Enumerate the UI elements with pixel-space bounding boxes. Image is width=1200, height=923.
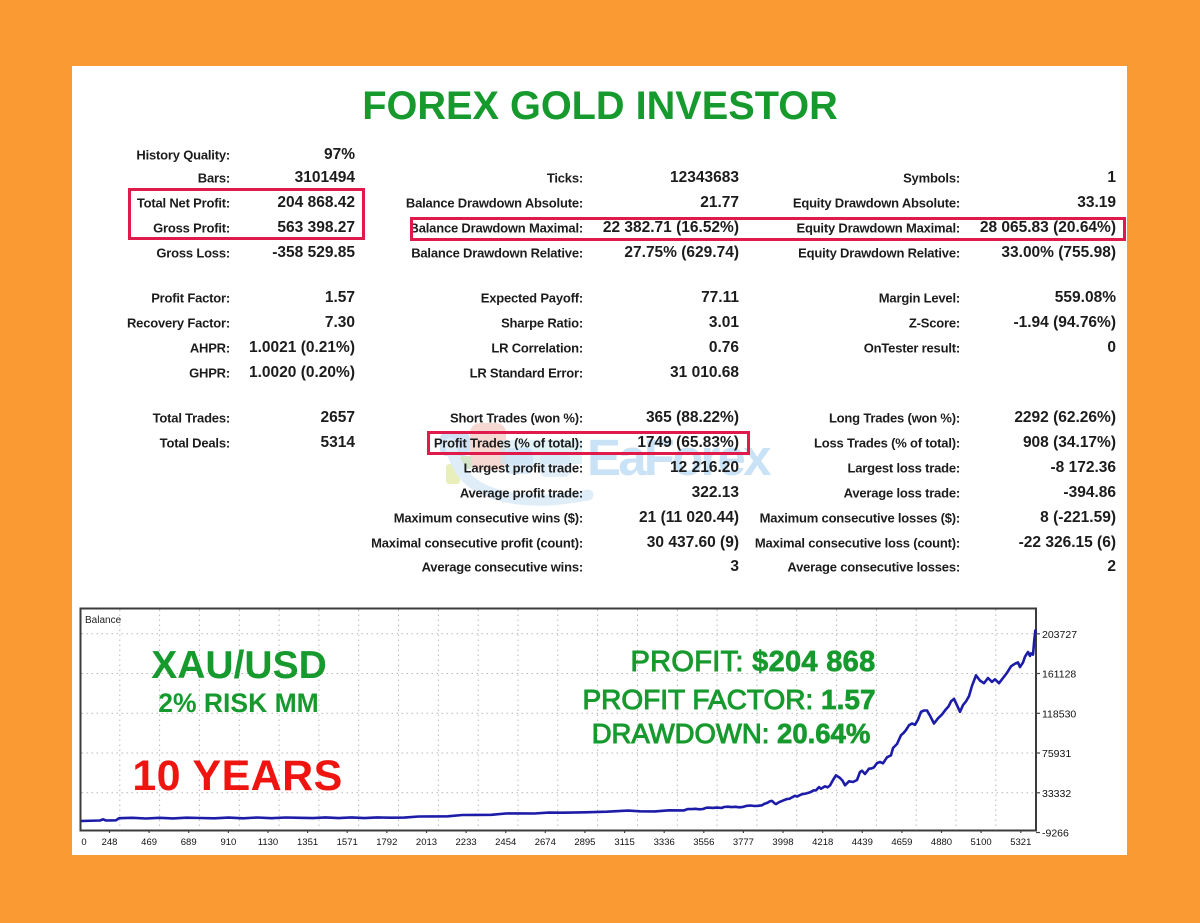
svg-text:2233: 2233 — [456, 837, 477, 848]
svg-text:4439: 4439 — [852, 837, 873, 848]
svg-text:4218: 4218 — [812, 837, 833, 848]
svg-text:469: 469 — [141, 837, 157, 848]
svg-text:75931: 75931 — [1042, 748, 1071, 760]
svg-text:161128: 161128 — [1042, 669, 1076, 681]
svg-text:3777: 3777 — [733, 837, 754, 848]
svg-text:33332: 33332 — [1042, 788, 1071, 800]
svg-text:118530: 118530 — [1042, 708, 1076, 720]
svg-text:689: 689 — [181, 837, 197, 848]
svg-text:0: 0 — [81, 837, 86, 848]
svg-text:3115: 3115 — [614, 837, 634, 848]
svg-text:5100: 5100 — [971, 837, 992, 848]
svg-text:-9266: -9266 — [1042, 828, 1069, 840]
svg-text:2674: 2674 — [535, 837, 556, 848]
svg-text:2454: 2454 — [495, 837, 516, 848]
svg-text:910: 910 — [220, 837, 236, 848]
svg-text:1130: 1130 — [258, 837, 278, 848]
svg-text:2013: 2013 — [416, 837, 437, 848]
svg-text:3998: 3998 — [772, 837, 793, 848]
svg-text:248: 248 — [102, 837, 118, 848]
svg-text:203727: 203727 — [1042, 629, 1077, 641]
svg-text:4880: 4880 — [931, 837, 952, 848]
svg-text:3556: 3556 — [693, 837, 714, 848]
svg-text:Balance: Balance — [85, 615, 122, 626]
svg-text:1571: 1571 — [337, 837, 358, 848]
svg-text:4659: 4659 — [891, 837, 912, 848]
svg-text:2895: 2895 — [574, 837, 595, 848]
svg-text:5321: 5321 — [1010, 837, 1031, 848]
svg-text:1351: 1351 — [297, 837, 318, 848]
svg-text:1792: 1792 — [376, 837, 397, 848]
svg-text:3336: 3336 — [654, 837, 675, 848]
